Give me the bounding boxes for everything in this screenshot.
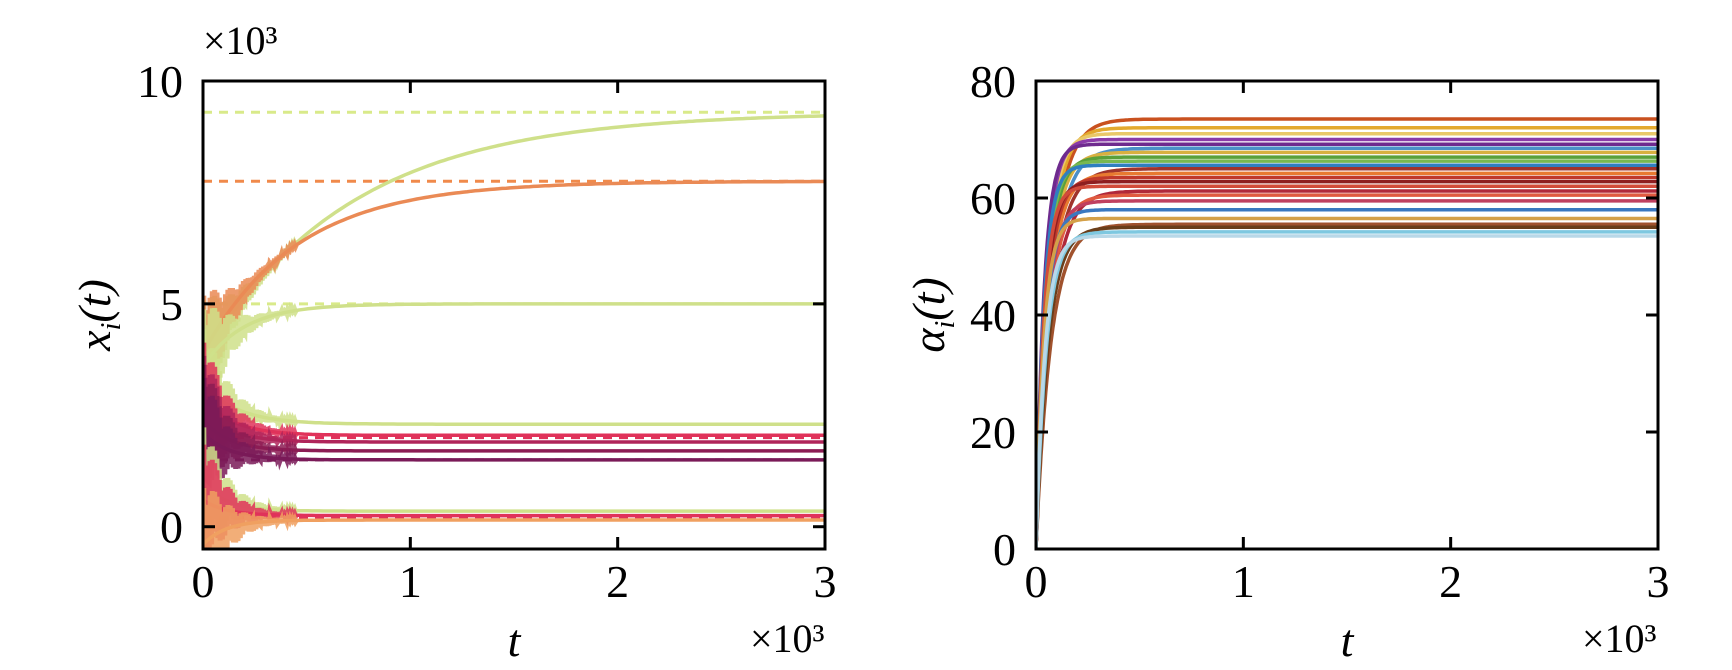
left-y-label: xi(t) — [69, 279, 127, 352]
right-series-line — [1036, 193, 1658, 549]
left-axes-frame — [201, 79, 827, 551]
right-x-label: t — [1341, 615, 1355, 666]
left-series-line — [203, 498, 825, 518]
left-x-label: t — [508, 615, 522, 666]
left-series-line — [203, 179, 825, 354]
right-ytick-label: 40 — [970, 290, 1016, 341]
left-ytick-label: 5 — [160, 279, 183, 330]
right-xtick-label: 0 — [1025, 556, 1048, 607]
left-x-multiplier: ×10³ — [750, 616, 825, 661]
left-ticks: 0 1 2 3 0 5 10 — [137, 56, 837, 607]
right-series-line — [1036, 222, 1658, 549]
right-series-line — [1036, 175, 1658, 549]
right-series-line — [1036, 189, 1658, 549]
right-x-multiplier: ×10³ — [1582, 616, 1657, 661]
left-series-line — [203, 431, 825, 462]
right-series-line — [1036, 155, 1658, 549]
right-xtick-label: 2 — [1439, 556, 1462, 607]
left-series-line — [203, 382, 825, 426]
right-panel: 0 1 2 3 0 20 40 60 80 ×10³ t αi(t) — [903, 56, 1670, 666]
right-series-line — [1036, 230, 1658, 549]
left-series-line — [203, 480, 825, 513]
right-series-line — [1036, 117, 1658, 549]
right-series-line — [1036, 150, 1658, 549]
left-plot-area — [203, 110, 825, 549]
right-series-line — [1036, 199, 1658, 549]
right-ytick-label: 60 — [970, 173, 1016, 224]
right-xtick-label: 3 — [1647, 556, 1670, 607]
left-series-line — [203, 409, 825, 444]
left-series-line — [203, 302, 825, 368]
left-panel: 0 1 2 3 0 5 10 ×10³ ×10³ t xi(t) — [69, 18, 837, 666]
left-series-line — [203, 518, 825, 546]
right-series-line — [1036, 184, 1658, 549]
left-xtick-label: 0 — [192, 556, 215, 607]
left-series-line — [203, 114, 825, 359]
right-ytick-label: 80 — [970, 56, 1016, 107]
right-ytick-label: 0 — [993, 524, 1016, 575]
right-ticks: 0 1 2 3 0 20 40 60 80 — [970, 56, 1670, 607]
left-series-line — [203, 418, 825, 453]
right-series-line — [1036, 216, 1658, 549]
right-ytick-label: 20 — [970, 407, 1016, 458]
right-series-line — [1036, 207, 1658, 549]
right-y-label: αi(t) — [903, 277, 961, 352]
right-series-line — [1036, 171, 1658, 549]
right-xtick-label: 1 — [1232, 556, 1255, 607]
left-series-line — [203, 396, 825, 438]
right-series-line — [1036, 142, 1658, 549]
right-series-line — [1036, 163, 1658, 549]
left-xtick-label: 1 — [399, 556, 422, 607]
left-ytick-label: 10 — [137, 56, 183, 107]
right-series-line — [1036, 234, 1658, 549]
right-series-line — [1036, 225, 1658, 549]
right-plot-area — [1036, 117, 1658, 549]
left-y-multiplier: ×10³ — [203, 18, 278, 63]
left-ytick-label: 0 — [160, 502, 183, 553]
left-xtick-label: 3 — [814, 556, 837, 607]
left-xtick-label: 2 — [606, 556, 629, 607]
